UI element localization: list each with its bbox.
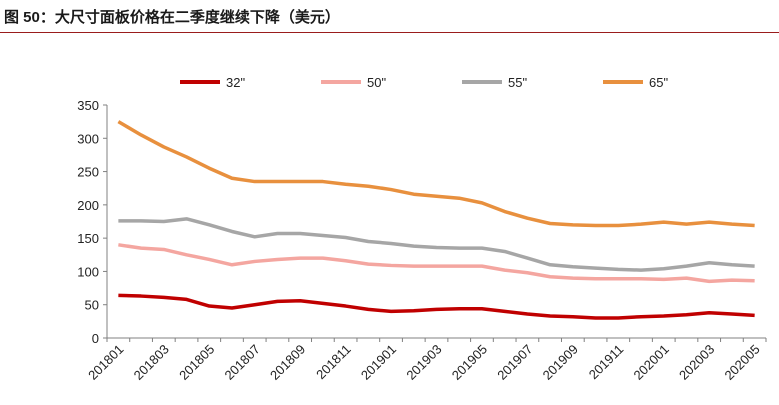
chart-title: 图 50：大尺寸面板价格在二季度继续下降（美元） xyxy=(4,9,340,26)
x-tick-label: 201805 xyxy=(176,342,217,383)
x-tick-label: 201909 xyxy=(540,342,581,383)
legend-label: 65" xyxy=(649,75,668,90)
x-tick-label: 201901 xyxy=(358,342,399,383)
legend-label: 50" xyxy=(367,75,386,90)
x-tick-label: 201911 xyxy=(586,342,627,383)
x-tick-label: 202005 xyxy=(721,342,762,383)
y-tick-label: 50 xyxy=(85,298,99,313)
x-tick-label: 201801 xyxy=(85,342,126,383)
legend-label: 32" xyxy=(226,75,245,90)
x-tick-label: 201803 xyxy=(131,342,172,383)
x-tick-label: 201905 xyxy=(449,342,490,383)
x-tick-label: 201807 xyxy=(222,342,263,383)
legend-label: 55" xyxy=(508,75,527,90)
series-line-1 xyxy=(118,243,755,284)
series-line-3 xyxy=(117,120,755,228)
y-tick-label: 100 xyxy=(77,264,99,279)
series-line-2 xyxy=(118,217,755,272)
x-tick-label: 202003 xyxy=(676,342,717,383)
y-tick-label: 250 xyxy=(77,165,99,180)
x-tick-label: 201811 xyxy=(313,342,354,383)
series-line-0 xyxy=(118,293,755,320)
x-tick-label: 201903 xyxy=(403,342,444,383)
y-tick-label: 0 xyxy=(92,331,99,346)
y-tick-label: 300 xyxy=(77,131,99,146)
x-tick-label: 202001 xyxy=(631,342,672,383)
x-tick-label: 201907 xyxy=(494,342,535,383)
y-tick-label: 350 xyxy=(77,98,99,113)
x-tick-label: 201809 xyxy=(267,342,308,383)
y-tick-label: 150 xyxy=(77,231,99,246)
title-divider xyxy=(0,32,779,33)
y-tick-label: 200 xyxy=(77,198,99,213)
